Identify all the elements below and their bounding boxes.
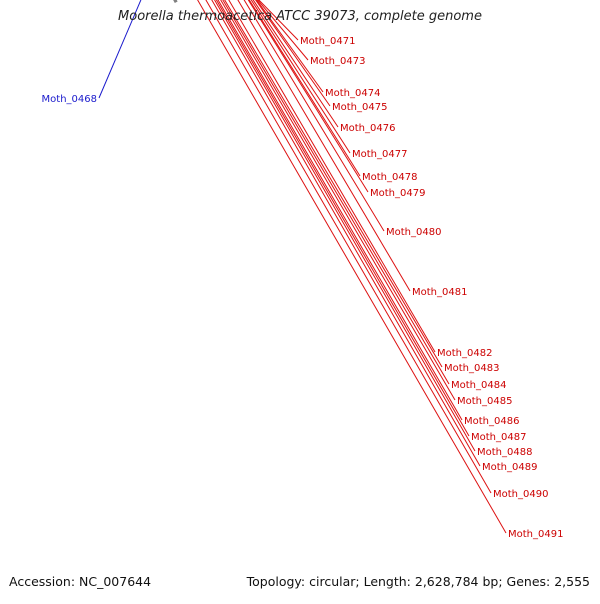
gene-label: Moth_0481 — [412, 287, 467, 298]
gene-label: Moth_0491 — [508, 529, 563, 540]
gene-label: Moth_0480 — [386, 227, 441, 238]
label-leader-line — [0, 0, 491, 493]
accession-text: Accession: NC_007644 — [9, 574, 151, 589]
label-leader-line — [32, 0, 442, 367]
gene-label: Moth_0486 — [464, 416, 519, 427]
gene-label: Moth_0473 — [310, 56, 365, 67]
label-leader-line — [25, 0, 455, 400]
gene-label: Moth_0468 — [42, 94, 97, 105]
gene-label: Moth_0484 — [451, 380, 506, 391]
genome-backbone — [0, 0, 176, 2]
label-leader-line — [0, 0, 506, 533]
gene-label: Moth_0489 — [482, 462, 537, 473]
gene-label: Moth_0483 — [444, 363, 499, 374]
label-leader-line — [17, 0, 469, 436]
map-title: Moorella thermoacetica ATCC 39073, compl… — [0, 9, 600, 24]
gene-label: Moth_0479 — [370, 188, 425, 199]
gene-label: Moth_0482 — [437, 348, 492, 359]
gene-label: Moth_0474 — [325, 88, 380, 99]
gene-label: Moth_0488 — [477, 447, 532, 458]
label-leader-line — [13, 0, 475, 451]
gene-label: Moth_0485 — [457, 396, 512, 407]
gene-label: Moth_0490 — [493, 489, 548, 500]
gene-label: Moth_0477 — [352, 149, 407, 160]
topology-text: Topology: circular; Length: 2,628,784 bp… — [247, 574, 590, 589]
gene-label: Moth_0478 — [362, 172, 417, 183]
gene-label: Moth_0476 — [340, 123, 395, 134]
label-leader-line — [21, 0, 462, 420]
gene-label: Moth_0487 — [471, 432, 526, 443]
gene-label: Moth_0471 — [300, 36, 355, 47]
gene-label: Moth_0475 — [332, 102, 387, 113]
label-leader-line — [128, 0, 384, 231]
label-leader-line — [100, 0, 410, 291]
